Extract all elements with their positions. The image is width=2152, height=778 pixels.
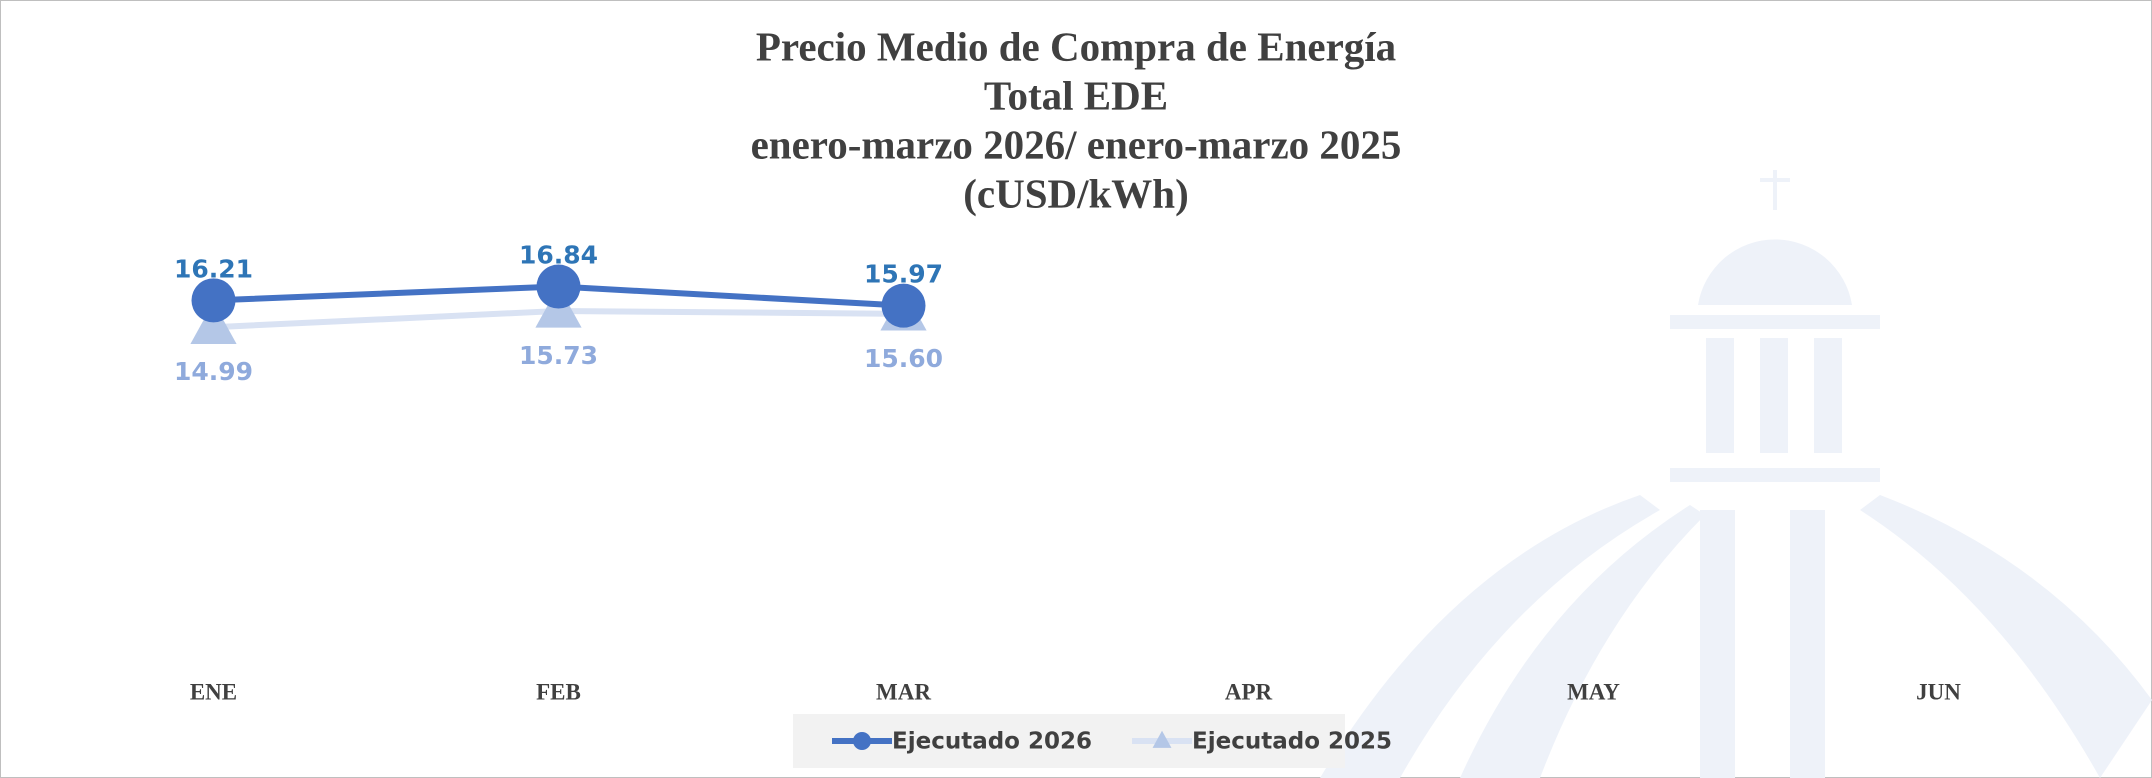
x-tick-label: MAR bbox=[876, 679, 931, 704]
data-label: 15.97 bbox=[864, 260, 943, 289]
x-tick-label: MAY bbox=[1567, 679, 1620, 704]
data-label: 15.60 bbox=[864, 344, 943, 373]
marker bbox=[882, 284, 926, 328]
marker bbox=[192, 278, 236, 322]
chart-title: enero-marzo 2026/ enero-marzo 2025 bbox=[751, 121, 1402, 167]
legend-label: Ejecutado 2025 bbox=[1192, 729, 1392, 755]
legend-label: Ejecutado 2026 bbox=[892, 729, 1092, 755]
x-tick-label: APR bbox=[1225, 679, 1273, 704]
chart-title: Precio Medio de Compra de Energía bbox=[756, 23, 1396, 69]
data-label: 15.73 bbox=[519, 341, 598, 370]
marker bbox=[537, 265, 581, 309]
marker bbox=[853, 732, 871, 750]
chart: Precio Medio de Compra de EnergíaTotal E… bbox=[0, 0, 2152, 778]
x-tick-label: FEB bbox=[536, 679, 581, 704]
chart-title: Total EDE bbox=[984, 72, 1168, 118]
chart-title: (cUSD/kWh) bbox=[963, 170, 1189, 216]
data-label: 16.21 bbox=[174, 254, 253, 283]
data-label: 14.99 bbox=[174, 357, 253, 386]
x-tick-label: ENE bbox=[190, 679, 237, 704]
x-tick-label: JUN bbox=[1916, 679, 1961, 704]
data-label: 16.84 bbox=[519, 241, 598, 270]
